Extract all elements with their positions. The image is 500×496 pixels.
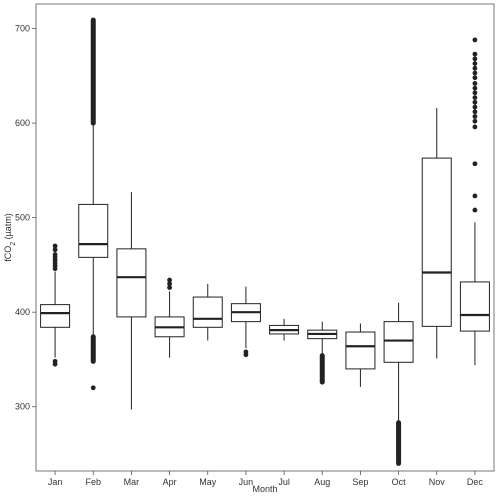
y-tick-label-300: 300 [15, 402, 30, 412]
x-tick-label-apr: Apr [163, 477, 177, 487]
y-tick-label-600: 600 [15, 118, 30, 128]
x-tick-label-aug: Aug [314, 477, 330, 487]
plot-frame [35, 3, 495, 472]
outlier-point-dec [472, 70, 478, 76]
outlier-point-dec [472, 90, 478, 96]
outlier-point-dec [472, 124, 478, 130]
x-tick-label-oct: Oct [392, 477, 407, 487]
y-axis-title-subscript: 2 [10, 242, 17, 246]
iqr-box-may [192, 296, 223, 328]
outlier-point-apr [167, 277, 172, 283]
outlier-point-dec [472, 109, 478, 115]
outlier-point-dec [472, 161, 478, 167]
x-tick-label-feb: Feb [85, 477, 101, 487]
x-tick-label-sep: Sep [352, 477, 368, 487]
outlier-point-apr [167, 285, 172, 291]
outlier-point-dec [472, 193, 478, 199]
iqr-box-oct [383, 321, 414, 363]
outlier-point-apr [167, 281, 172, 287]
iqr-box-jan [40, 304, 71, 328]
x-tick-label-nov: Nov [429, 477, 446, 487]
outlier-point-feb [90, 385, 96, 391]
outlier-point-dec [472, 104, 478, 110]
y-axis: 300 400 500 600 700 [15, 24, 36, 412]
outlier-point-dec [472, 95, 478, 100]
box-oct [383, 302, 414, 466]
x-tick-label-jun: Jun [239, 477, 254, 487]
x-tick-label-jan: Jan [48, 477, 63, 487]
outlier-point-dec [472, 65, 478, 71]
outlier-point-dec [472, 61, 478, 66]
box-nov [421, 107, 452, 359]
outlier-point-dec [472, 118, 478, 124]
x-tick-label-may: May [199, 477, 217, 487]
iqr-box-feb [78, 203, 109, 258]
outlier-point-dec [472, 207, 478, 213]
box-jul [269, 318, 300, 341]
x-tick-label-jul: Jul [278, 477, 290, 487]
box-dec [459, 37, 490, 366]
x-tick-label-dec: Dec [467, 477, 484, 487]
y-axis-title-unit: (µatm) [3, 213, 13, 242]
outlier-point-jan [52, 247, 58, 253]
box-jan [40, 243, 71, 367]
box-feb [78, 17, 109, 391]
y-tick-label-700: 700 [15, 24, 30, 34]
box-series [40, 17, 490, 466]
x-axis: Jan Feb Mar Apr May Jun Jul Aug Sep Oct Nov Dec [48, 471, 484, 487]
outlier-point-jan [52, 243, 58, 249]
outlier-point-jan [52, 252, 58, 257]
box-mar [116, 192, 147, 410]
outlier-point-dec [472, 114, 478, 119]
iqr-box-sep [345, 331, 376, 370]
y-tick-label-500: 500 [15, 213, 30, 223]
iqr-box-mar [116, 248, 147, 318]
box-aug [307, 321, 338, 385]
iqr-box-nov [421, 157, 452, 327]
box-jun [230, 286, 261, 358]
outlier-point-dec [472, 56, 478, 62]
iqr-box-dec [459, 281, 490, 332]
outlier-point-dec [472, 75, 478, 81]
y-axis-title-main: fCO [3, 246, 13, 262]
box-apr [154, 277, 185, 358]
box-may [192, 283, 223, 341]
x-tick-label-mar: Mar [124, 477, 140, 487]
outlier-point-dec [472, 51, 478, 57]
box-sep [345, 323, 376, 387]
x-axis-title: Month [252, 484, 277, 494]
outlier-point-dec [472, 85, 478, 91]
outlier-point-dec [472, 81, 478, 86]
outlier-point-jan [52, 358, 58, 364]
y-tick-label-400: 400 [15, 307, 30, 317]
outlier-point-jun [243, 349, 249, 355]
outlier-point-dec [472, 99, 478, 105]
outlier-point-dec [472, 37, 478, 43]
y-axis-title: fCO2 (µatm) [3, 213, 17, 262]
